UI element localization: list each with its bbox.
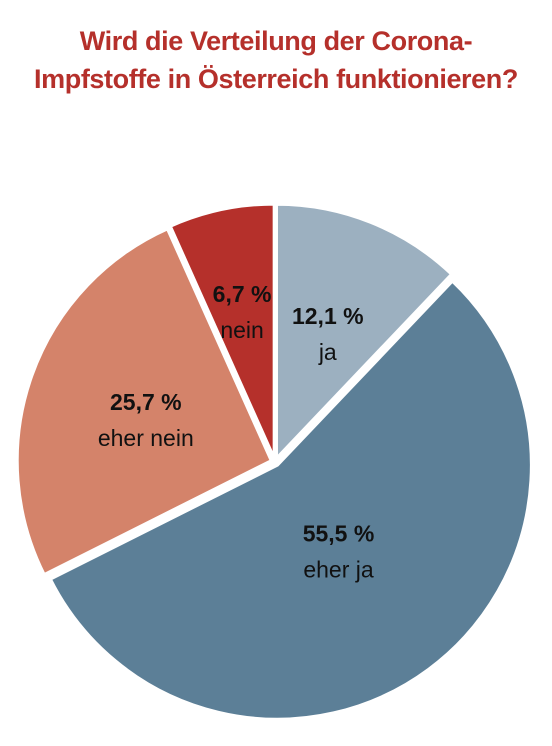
slice-label-eher-ja: 55,5 % eher ja <box>303 521 375 583</box>
pie-slice-eher-ja <box>48 279 533 721</box>
slice-category-label: eher nein <box>98 425 194 451</box>
slice-value-label: 25,7 % <box>110 389 182 415</box>
chart-title: Wird die Verteilung der Corona- Impfstof… <box>0 22 552 98</box>
slice-category-label: eher ja <box>303 557 374 583</box>
pie-labels: 12,1 % ja 55,5 % eher ja 25,7 % eher nein 6,7 … <box>98 281 374 583</box>
pie-slices <box>15 202 533 721</box>
slice-label-eher-nein: 25,7 % eher nein <box>98 389 194 451</box>
slice-category-label: ja <box>318 339 337 365</box>
slice-value-label: 55,5 % <box>303 521 375 547</box>
chart-title-line-2: Impfstoffe in Österreich funktionieren? <box>34 64 518 94</box>
slice-value-label: 6,7 % <box>213 281 272 307</box>
slice-label-ja: 12,1 % ja <box>292 303 364 365</box>
slice-label-nein: 6,7 % nein <box>213 281 272 343</box>
slice-category-label: nein <box>220 317 263 343</box>
pie-slice-ja <box>274 202 454 460</box>
pie-slice-eher-nein <box>15 227 273 577</box>
pie-slice-nein <box>168 202 276 460</box>
slice-value-label: 12,1 % <box>292 303 364 329</box>
chart-title-line-1: Wird die Verteilung der Corona- <box>79 26 473 56</box>
